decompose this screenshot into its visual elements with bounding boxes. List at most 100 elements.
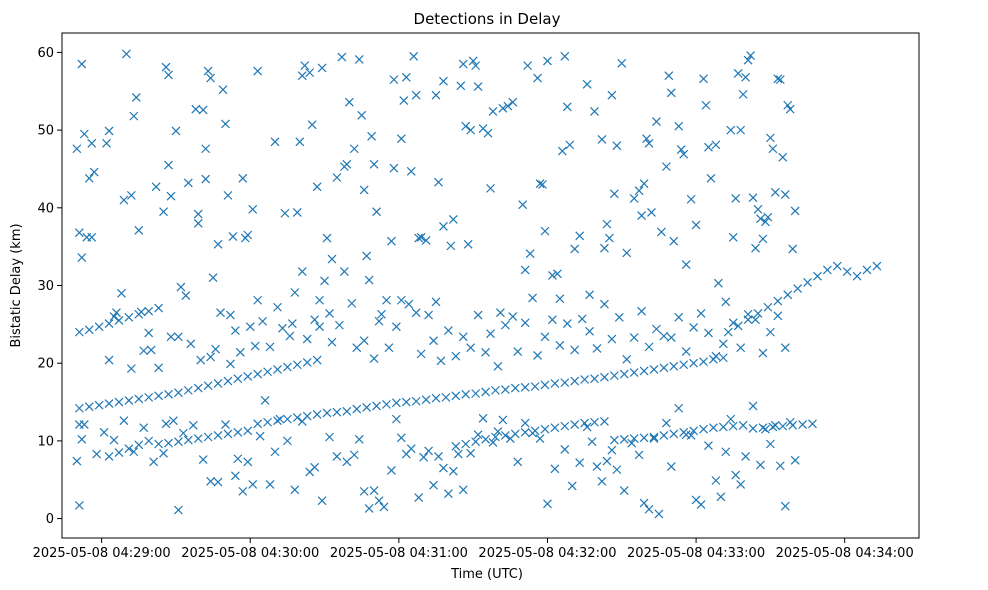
data-point (852, 271, 862, 281)
data-point (570, 376, 580, 386)
data-point (233, 427, 243, 437)
data-point (129, 111, 139, 121)
data-point (547, 270, 557, 280)
data-point (666, 462, 676, 471)
data-point (253, 295, 263, 305)
data-point (275, 414, 285, 424)
data-point (686, 194, 696, 204)
data-point (540, 424, 550, 434)
data-point (151, 182, 161, 192)
data-point (282, 362, 292, 372)
data-point (250, 341, 260, 351)
data-point (243, 426, 253, 436)
data-point (278, 323, 287, 333)
data-point (161, 419, 171, 429)
data-point (74, 500, 84, 510)
data-point (183, 385, 193, 395)
data-point (399, 96, 409, 106)
data-point (176, 282, 186, 292)
y-tick-label: 10 (37, 434, 54, 449)
data-point (359, 336, 369, 346)
data-point (768, 422, 778, 432)
data-point (528, 428, 538, 438)
data-point (74, 228, 84, 238)
data-point (550, 464, 560, 474)
data-point (258, 316, 268, 326)
data-point (872, 261, 882, 271)
data-point (396, 134, 406, 144)
data-point (609, 435, 619, 445)
data-point (674, 403, 684, 413)
data-point (560, 421, 570, 431)
data-point (441, 392, 451, 402)
data-point (520, 418, 530, 428)
data-point (555, 340, 565, 350)
data-point (689, 323, 699, 332)
data-point (404, 299, 414, 309)
data-point (726, 414, 736, 424)
data-point (560, 378, 570, 388)
data-point (109, 312, 119, 322)
x-tick-label: 2025-05-08 04:31:00 (330, 546, 468, 561)
data-point (699, 357, 708, 367)
data-point (832, 261, 842, 271)
data-point (228, 232, 238, 241)
data-point (609, 371, 619, 381)
data-point (99, 427, 109, 437)
data-point (173, 437, 183, 447)
data-point (169, 416, 178, 426)
data-point (704, 441, 713, 450)
data-point (139, 346, 149, 356)
data-point (307, 120, 317, 130)
data-point (372, 401, 381, 411)
data-point (649, 434, 659, 443)
data-point (154, 391, 164, 401)
data-point (206, 73, 216, 83)
data-point (139, 423, 149, 433)
data-point (344, 97, 354, 107)
data-point (159, 207, 168, 217)
data-point (780, 343, 790, 353)
data-point (674, 121, 684, 131)
data-point (471, 389, 481, 398)
data-point (173, 332, 183, 342)
data-point (166, 332, 176, 342)
data-point (597, 476, 607, 486)
data-point (144, 306, 154, 316)
data-point (575, 458, 585, 468)
data-point (431, 90, 441, 100)
data-point (471, 61, 481, 71)
data-point (362, 251, 372, 261)
data-point (743, 55, 753, 65)
data-point (822, 265, 832, 275)
data-point (206, 476, 216, 486)
data-point (173, 505, 183, 515)
data-point (235, 347, 245, 357)
data-point (352, 404, 362, 414)
data-point (453, 449, 463, 459)
data-point (585, 326, 594, 336)
data-point (448, 466, 458, 476)
data-point (245, 322, 255, 332)
data-point (357, 110, 367, 120)
data-point (384, 343, 394, 353)
data-point (736, 125, 746, 135)
data-point (634, 186, 644, 196)
data-point (354, 434, 364, 444)
data-point (560, 51, 570, 61)
data-point (493, 427, 503, 436)
data-point (498, 415, 508, 425)
data-point (793, 284, 803, 294)
y-tick-label: 20 (37, 357, 54, 372)
data-point (652, 324, 661, 334)
data-point (77, 434, 87, 444)
data-point (555, 294, 565, 304)
data-point (114, 448, 124, 457)
data-point (763, 302, 773, 312)
data-point (292, 208, 302, 217)
data-point (713, 278, 723, 288)
data-point (590, 417, 599, 427)
data-point (773, 296, 783, 306)
data-point (164, 438, 173, 448)
data-point (431, 297, 441, 307)
